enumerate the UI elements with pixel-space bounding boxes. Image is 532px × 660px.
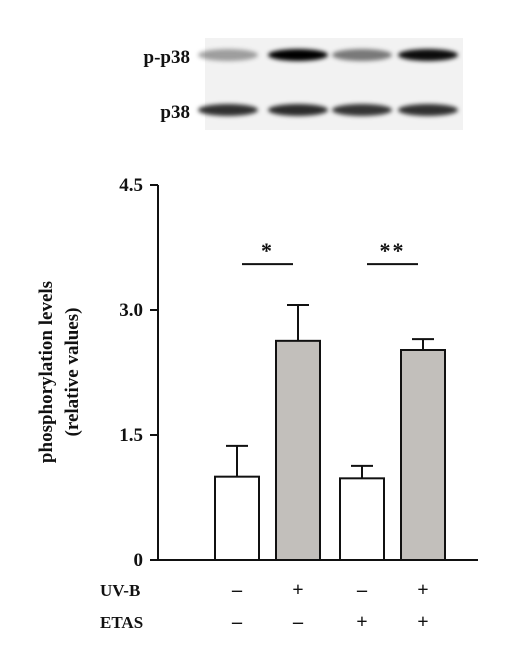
blot-bands: [198, 49, 458, 116]
condition-sign: +: [417, 611, 428, 633]
y-axis-label: phosphorylation levels: [36, 281, 57, 463]
condition-sign: +: [417, 579, 428, 601]
blot-band: [398, 104, 458, 116]
significance-markers: * **: [242, 238, 418, 266]
blot-band: [268, 49, 328, 61]
condition-signs: – + – + – – + +: [231, 579, 429, 633]
bar: [275, 339, 321, 562]
condition-sign: +: [292, 579, 303, 601]
blot-band: [332, 49, 392, 61]
error-bars: [226, 304, 434, 479]
y-ticks: 0 1.5 3.0 4.5: [119, 175, 158, 571]
y-tick-label: 0: [134, 550, 144, 571]
blot-label-p-p38: p-p38: [144, 47, 190, 68]
significance-label: **: [380, 238, 406, 263]
y-tick-label: 1.5: [119, 425, 143, 446]
condition-sign: –: [292, 611, 304, 633]
condition-label-uvb: UV-B: [100, 581, 140, 600]
blot-band: [332, 104, 392, 116]
blot-label-p38: p38: [160, 102, 190, 123]
bar: [214, 475, 260, 561]
blot-band: [268, 104, 328, 116]
y-tick-label: 3.0: [119, 300, 143, 321]
condition-label-etas: ETAS: [100, 613, 143, 632]
condition-sign: –: [356, 579, 368, 601]
bar: [339, 477, 385, 562]
blot-band: [398, 49, 458, 61]
blot-band: [198, 49, 258, 61]
significance-label: *: [261, 238, 274, 263]
bar: [400, 349, 446, 561]
bar-chart: 0 1.5 3.0 4.5 phosphorylation levels (relat…: [36, 175, 478, 633]
blot-band: [198, 104, 258, 116]
condition-sign: –: [231, 611, 243, 633]
y-axis-label-units: (relative values): [62, 308, 83, 437]
condition-sign: +: [356, 611, 367, 633]
condition-sign: –: [231, 579, 243, 601]
western-blot: p-p38 p38: [144, 38, 463, 130]
y-tick-label: 4.5: [119, 175, 143, 196]
bars: [214, 339, 446, 562]
